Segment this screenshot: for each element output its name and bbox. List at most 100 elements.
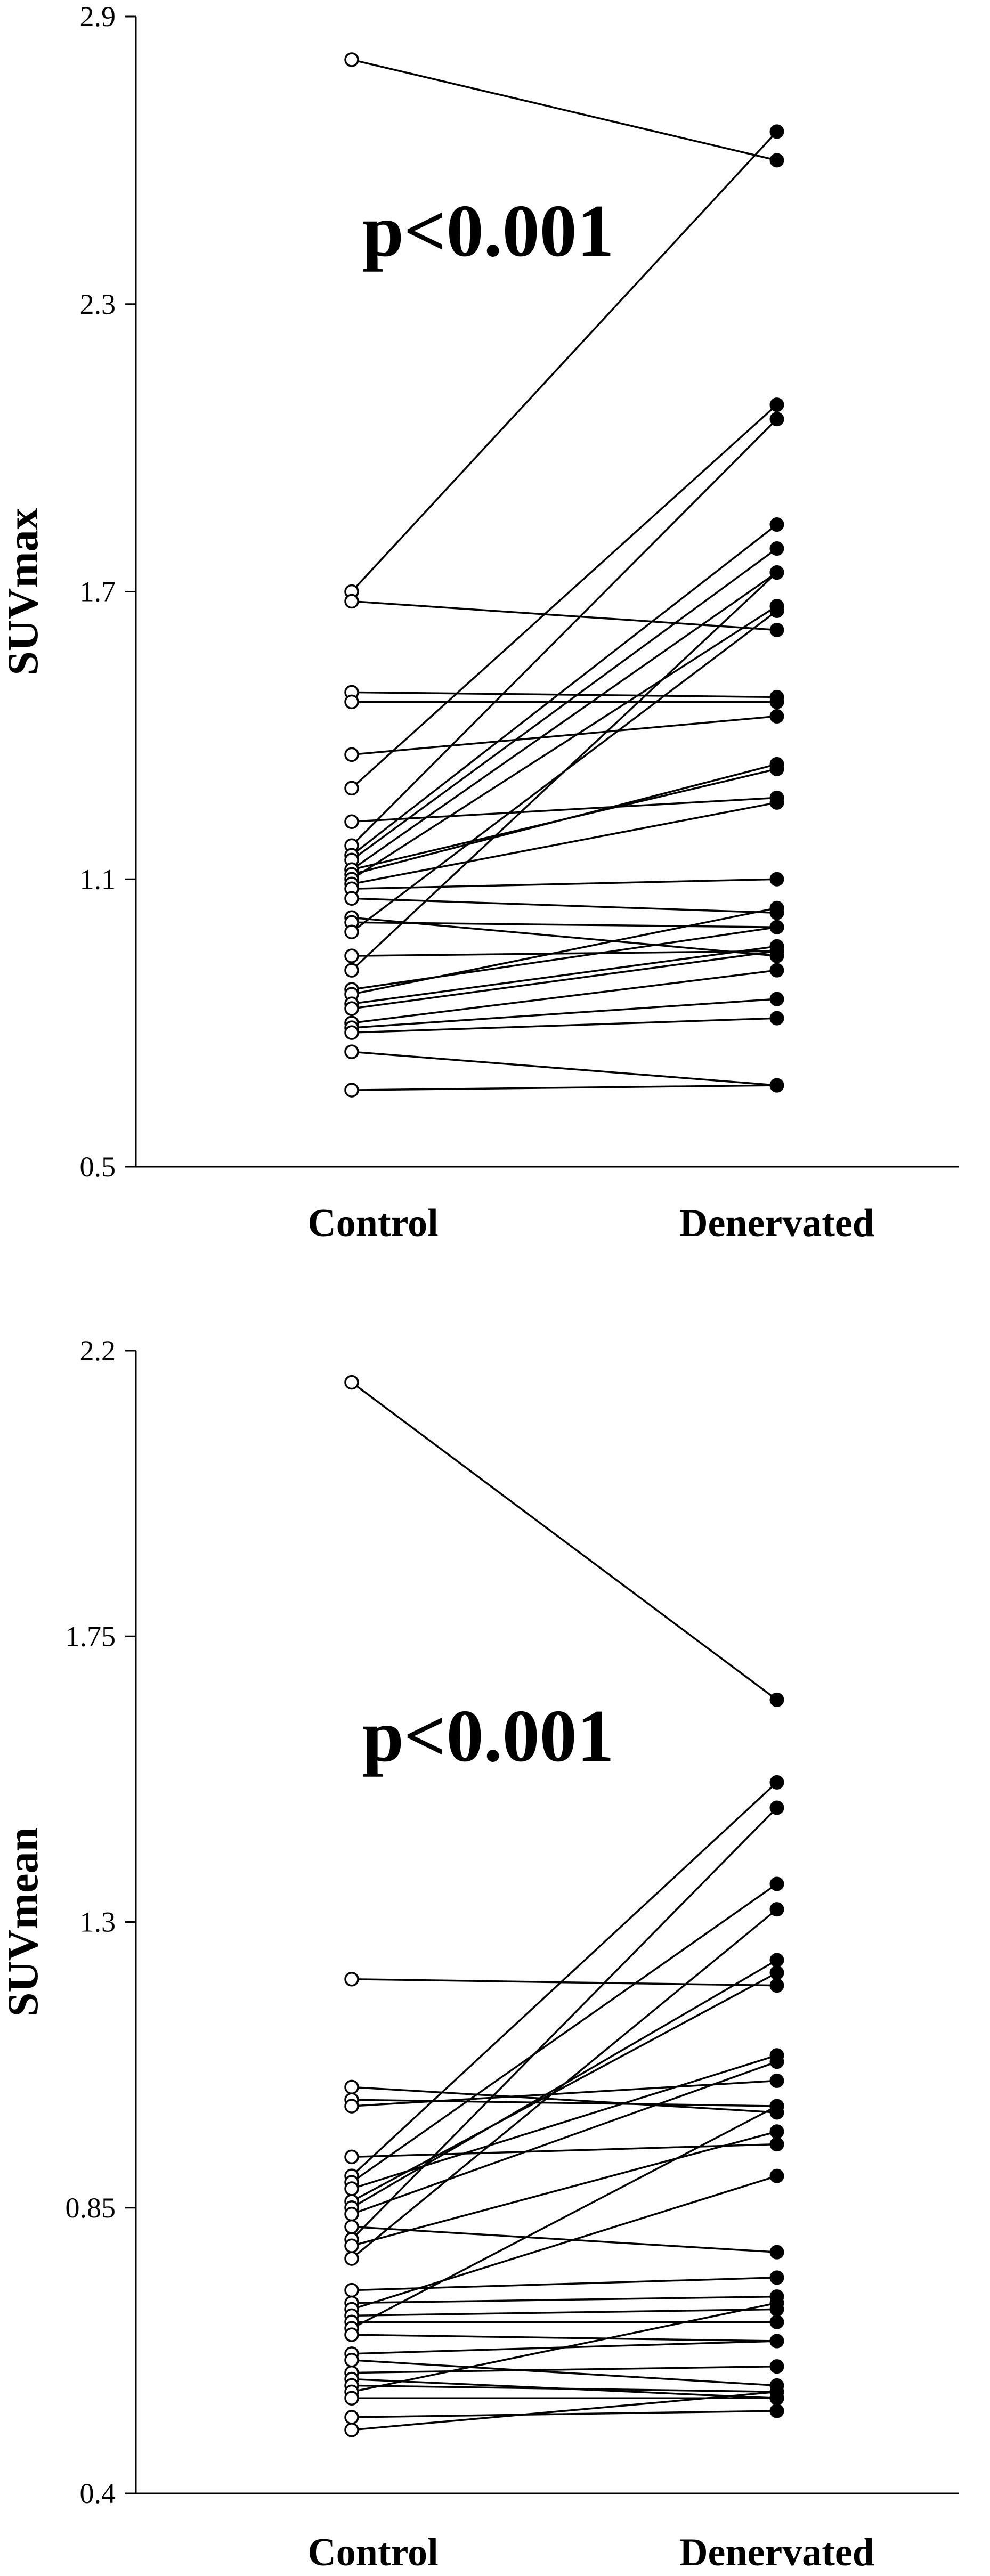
control-point [344,2423,359,2437]
control-point [344,2391,359,2406]
control-point [344,2206,359,2222]
pair-line [351,572,778,871]
denervated-point [769,963,784,978]
control-point [344,2219,359,2234]
pair-line [351,59,777,161]
pair-line [351,969,777,1024]
pair-line [351,2225,777,2253]
pair-line [351,2086,777,2114]
pair-line [351,1782,778,2177]
pair-line [351,907,777,995]
pair-line [351,2099,777,2107]
pair-line [351,1807,778,2240]
denervated-point [769,2334,784,2349]
denervated-point [769,1800,784,1815]
pair-line [351,1978,777,1987]
pair-line [351,2308,777,2317]
pair-line [351,1051,777,1086]
control-point [344,2410,359,2425]
pair-line [351,1883,778,2183]
denervated-point [769,709,784,724]
pair-line [351,1908,778,2260]
pair-line [351,2131,777,2247]
denervated-point [769,2245,784,2260]
pair-line [351,2391,777,2431]
denervated-point [769,412,784,427]
denervated-point [769,2137,784,2152]
y-tick-label: 0.85 [66,2192,116,2224]
p-value-annotation: p<0.001 [362,190,614,272]
control-point [344,1972,359,1987]
category-label: Control [307,2531,438,2574]
control-point [344,1083,359,1098]
pair-line [351,878,777,890]
pair-line [351,2334,777,2342]
denervated-point [769,517,784,532]
pair-line [351,2054,777,2190]
control-point [344,1375,359,1390]
pair-lines [351,1382,778,2431]
denervated-point [769,153,784,168]
y-tick-label: 1.7 [80,576,116,608]
markers [344,1375,784,2437]
denervated-point [769,944,784,958]
denervated-point [769,1902,784,1917]
denervated-point [769,2403,784,2418]
control-point [344,1025,359,1040]
pair-line [351,2105,777,2329]
control-point [344,2079,359,2095]
pair-line [351,1017,777,1034]
y-tick-label: 0.4 [80,2477,116,2509]
control-point [344,2327,359,2342]
pair-line [351,2359,777,2387]
denervated-point [769,920,784,934]
pair-line [351,2079,777,2107]
denervated-point [769,872,784,887]
category-label: Denervated [679,2531,874,2574]
control-point [344,2181,359,2196]
pair-line [351,600,777,631]
control-point [344,948,359,963]
denervated-point [769,992,784,1006]
denervated-point [769,1953,784,1968]
control-point [344,963,359,978]
control-point [344,2282,359,2298]
denervated-point [769,2124,784,2139]
denervated-point [769,622,784,637]
control-point [344,2099,359,2114]
control-point [344,781,359,796]
pair-line [351,1972,777,2203]
control-point [344,814,359,830]
category-label: Control [307,1201,438,1245]
denervated-point [769,2314,784,2329]
denervated-point [769,795,784,810]
control-point [344,2238,359,2253]
y-tick-label: 2.3 [80,288,116,320]
y-tick-label: 2.9 [80,1,116,32]
denervated-point [769,2270,784,2285]
denervated-point [769,397,784,412]
control-point [344,891,359,906]
denervated-point [769,1978,784,1993]
denervated-point [769,900,784,915]
denervated-point [769,1692,784,1707]
denervated-point [769,757,784,771]
suvmean-panel: 2.2 1.75 1.3 0.85 0.4 SUVmean Control Denervate… [0,1335,959,2574]
control-point [344,1001,359,1016]
pair-line [351,2295,777,2304]
y-tick-label: 2.2 [80,1335,116,1367]
control-point [344,747,359,762]
control-point [344,694,359,710]
suvmax-panel: 2.9 2.3 1.7 1.1 0.5 SUVmax Control Denervated p<… [0,1,959,1245]
control-point [344,924,359,939]
pair-line [351,921,777,928]
y-axis-title: SUVmax [0,508,47,675]
pair-line [351,2061,777,2215]
pair-line [351,801,777,885]
pair-line [351,897,777,914]
pair-line [351,2365,777,2374]
pair-line [351,524,778,856]
y-tick-label: 0.5 [80,1151,116,1183]
pair-line [351,2302,777,2393]
